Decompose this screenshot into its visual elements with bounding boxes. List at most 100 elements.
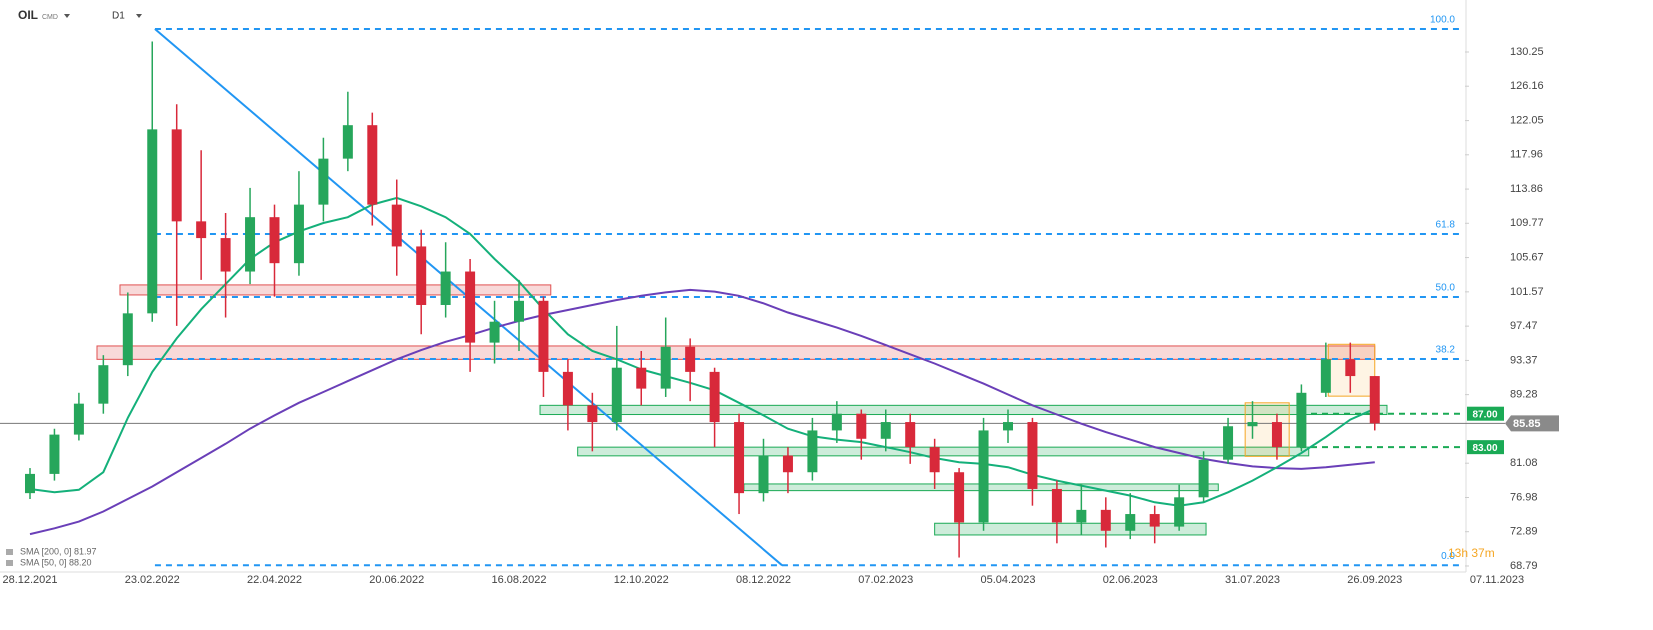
candle-body	[562, 371, 573, 406]
zone	[119, 284, 552, 296]
x-tick-label: 20.06.2022	[369, 574, 424, 586]
candle-body	[611, 367, 622, 423]
candle-body	[367, 125, 378, 205]
candle-body	[391, 204, 402, 247]
candle-body	[636, 367, 647, 389]
candle-body	[1369, 376, 1380, 424]
candle-body	[342, 125, 353, 159]
candle-body	[196, 221, 207, 239]
candle-body	[1223, 426, 1234, 460]
candle-body	[49, 434, 60, 474]
fib-label: 50.0	[1436, 283, 1456, 294]
candle-body	[587, 405, 598, 423]
y-tick-label: 109.77	[1510, 217, 1544, 229]
candle-body	[73, 403, 84, 435]
legend-entry: SMA [200, 0] 81.97	[20, 546, 97, 556]
y-tick-label: 76.98	[1510, 491, 1538, 503]
candle-body	[1076, 509, 1087, 523]
candle-body	[98, 365, 109, 404]
candle-body	[147, 129, 158, 314]
candle-body	[905, 422, 916, 448]
symbol[interactable]: OIL	[18, 8, 38, 22]
x-tick-label: 05.04.2023	[980, 574, 1035, 586]
zone	[96, 345, 1376, 360]
candle-body	[685, 346, 696, 372]
interval[interactable]: D1	[112, 11, 125, 22]
y-tick-label: 97.47	[1510, 320, 1538, 332]
y-tick-label: 81.08	[1510, 457, 1538, 469]
candle-body	[734, 422, 745, 494]
x-tick-label: 07.11.2023	[1470, 574, 1524, 586]
candle-body	[1345, 359, 1356, 377]
legend-entry: SMA [50, 0] 88.20	[20, 557, 92, 567]
last-price-tag	[1505, 415, 1559, 432]
candle-body	[978, 430, 989, 523]
y-tick-label: 126.16	[1510, 80, 1544, 92]
candle-body	[489, 321, 500, 343]
x-tick-label: 16.08.2022	[491, 574, 546, 586]
market: CMD	[42, 14, 58, 21]
candle-body	[856, 413, 867, 439]
y-tick-label: 101.57	[1510, 286, 1544, 298]
level-label: 87.00	[1472, 409, 1497, 420]
sma-line	[29, 288, 1375, 536]
y-tick-label: 93.37	[1510, 354, 1538, 366]
fib-label: 100.0	[1430, 15, 1455, 26]
zone	[934, 522, 1207, 536]
candle-body	[1247, 422, 1258, 427]
fib-label: 38.2	[1436, 345, 1456, 356]
candle-body	[538, 300, 549, 372]
candle-body	[709, 371, 720, 423]
candle-body	[318, 158, 329, 205]
level-tag	[1467, 440, 1504, 455]
x-tick-label: 22.04.2022	[247, 574, 302, 586]
candle-body	[1296, 392, 1307, 448]
candle-body	[25, 473, 35, 494]
x-tick-label: 12.10.2022	[614, 574, 669, 586]
x-tick-label: 02.06.2023	[1103, 574, 1158, 586]
candle-body	[929, 447, 940, 473]
candle-body	[465, 271, 476, 343]
candle-body	[245, 217, 256, 272]
fib-label: 61.8	[1436, 220, 1456, 231]
candle-body	[514, 300, 524, 322]
candle-body	[1271, 422, 1282, 448]
x-tick-label: 31.07.2023	[1225, 574, 1280, 586]
interval-dropdown[interactable]	[136, 14, 142, 18]
candle-timer: 13h 37m	[1448, 546, 1495, 560]
legend-icon	[6, 560, 13, 566]
candle-body	[954, 472, 965, 523]
candle-body	[1174, 497, 1185, 527]
symbol-dropdown[interactable]	[64, 14, 70, 18]
candle-body	[416, 246, 427, 305]
candle-body	[1125, 514, 1136, 531]
candle-body	[1027, 422, 1038, 489]
level-tag	[1467, 406, 1504, 421]
candle-body	[758, 455, 769, 494]
candle-body	[1198, 459, 1209, 498]
y-tick-label: 68.79	[1510, 560, 1538, 572]
candle-body	[782, 455, 793, 473]
candle-body	[220, 238, 231, 272]
candle-body	[1051, 488, 1062, 523]
candle-body	[1100, 509, 1111, 531]
y-tick-label: 130.25	[1510, 46, 1544, 58]
x-tick-label: 08.12.2022	[736, 574, 791, 586]
candle-body	[122, 313, 133, 366]
y-tick-label: 105.67	[1510, 251, 1544, 263]
candle-body	[440, 271, 451, 305]
x-tick-label: 23.02.2022	[125, 574, 180, 586]
y-tick-label: 117.96	[1510, 149, 1543, 161]
candle-body	[807, 430, 818, 473]
candle-body	[293, 204, 304, 264]
candle-body	[269, 217, 280, 264]
y-tick-label: 89.28	[1510, 389, 1538, 401]
last-price-label: 85.85	[1513, 418, 1541, 430]
y-tick-label: 113.86	[1510, 183, 1543, 195]
fib-label: 0.0	[1441, 551, 1455, 562]
candle-body	[1320, 359, 1331, 393]
candle-body	[171, 129, 182, 222]
legend-icon	[6, 549, 13, 555]
y-tick-label: 72.89	[1510, 526, 1538, 538]
